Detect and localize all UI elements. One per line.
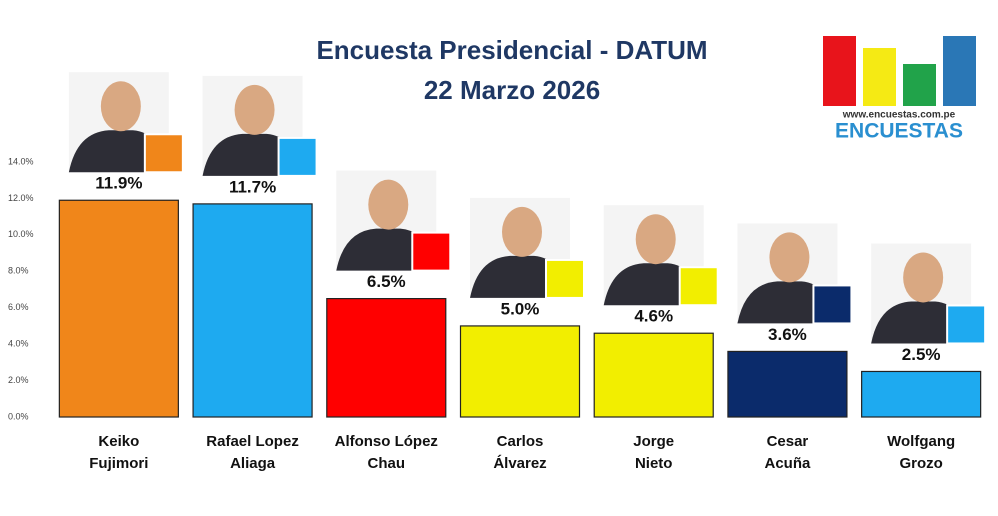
value-label: 4.6% bbox=[634, 307, 673, 326]
candidate-photo bbox=[603, 205, 719, 307]
candidate-photo bbox=[737, 223, 853, 325]
x-tick-label: Cesar bbox=[767, 433, 809, 450]
bar bbox=[861, 370, 982, 418]
y-tick-label: 0.0% bbox=[8, 411, 29, 421]
party-badge bbox=[411, 231, 452, 272]
x-tick-label: Grozo bbox=[899, 455, 942, 472]
x-tick-label: Álvarez bbox=[493, 455, 546, 472]
photo-face bbox=[502, 206, 542, 257]
x-tick-label: Alfonso López bbox=[335, 433, 438, 450]
party-badge bbox=[946, 304, 987, 345]
party-badge bbox=[812, 284, 853, 325]
candidate-photo bbox=[470, 197, 585, 299]
y-tick-label: 8.0% bbox=[8, 266, 29, 276]
photo-face bbox=[769, 232, 810, 283]
logo-bar bbox=[863, 48, 896, 106]
y-tick-label: 4.0% bbox=[8, 339, 29, 349]
x-tick-label: Fujimori bbox=[89, 455, 148, 472]
bar bbox=[58, 199, 179, 418]
bar bbox=[593, 332, 714, 418]
photo-face bbox=[100, 81, 141, 132]
value-label: 5.0% bbox=[501, 299, 540, 318]
x-tick-label: Nieto bbox=[635, 455, 673, 472]
bar bbox=[727, 350, 848, 418]
logo-url: www.encuestas.com.pe bbox=[842, 110, 956, 121]
photo-face bbox=[903, 252, 944, 303]
chart-title: Encuesta Presidencial - DATUM bbox=[316, 35, 707, 65]
photo-face bbox=[368, 179, 409, 230]
logo-bar bbox=[903, 64, 936, 106]
party-badge bbox=[678, 266, 719, 307]
value-label: 11.7% bbox=[229, 177, 276, 196]
bar bbox=[326, 298, 447, 418]
party-badge bbox=[545, 258, 585, 299]
y-tick-label: 12.0% bbox=[8, 193, 34, 203]
x-tick-label: Wolfgang bbox=[887, 433, 955, 450]
candidate-photo bbox=[68, 72, 184, 174]
candidate-photo bbox=[202, 75, 318, 177]
candidate-photo bbox=[336, 170, 452, 272]
x-tick-label: Chau bbox=[368, 455, 406, 472]
x-tick-label: Rafael Lopez bbox=[206, 433, 299, 450]
party-badge bbox=[277, 136, 318, 177]
bar bbox=[192, 203, 313, 418]
bar bbox=[459, 325, 581, 418]
value-label: 3.6% bbox=[768, 325, 807, 344]
logo-bar bbox=[943, 36, 976, 106]
value-label: 11.9% bbox=[95, 174, 142, 193]
x-tick-label: Aliaga bbox=[230, 455, 276, 472]
logo-name: ENCUESTAS bbox=[835, 120, 963, 143]
photo-face bbox=[635, 214, 676, 265]
chart-subtitle: 22 Marzo 2026 bbox=[424, 75, 600, 105]
candidate-photo bbox=[871, 243, 987, 345]
logo-bar bbox=[823, 36, 856, 106]
x-tick-label: Keiko bbox=[98, 433, 139, 450]
x-tick-label: Jorge bbox=[633, 433, 674, 450]
x-tick-label: Carlos bbox=[497, 433, 544, 450]
value-label: 6.5% bbox=[367, 272, 406, 291]
logo: www.encuestas.com.pe ENCUESTAS bbox=[823, 36, 976, 143]
y-tick-label: 2.0% bbox=[8, 375, 29, 385]
value-label: 2.5% bbox=[902, 345, 941, 364]
y-tick-label: 14.0% bbox=[8, 156, 34, 166]
x-tick-label: Acuña bbox=[765, 455, 812, 472]
photo-face bbox=[234, 84, 275, 135]
y-tick-label: 6.0% bbox=[8, 302, 29, 312]
party-badge bbox=[143, 133, 184, 174]
y-tick-label: 10.0% bbox=[8, 229, 34, 239]
